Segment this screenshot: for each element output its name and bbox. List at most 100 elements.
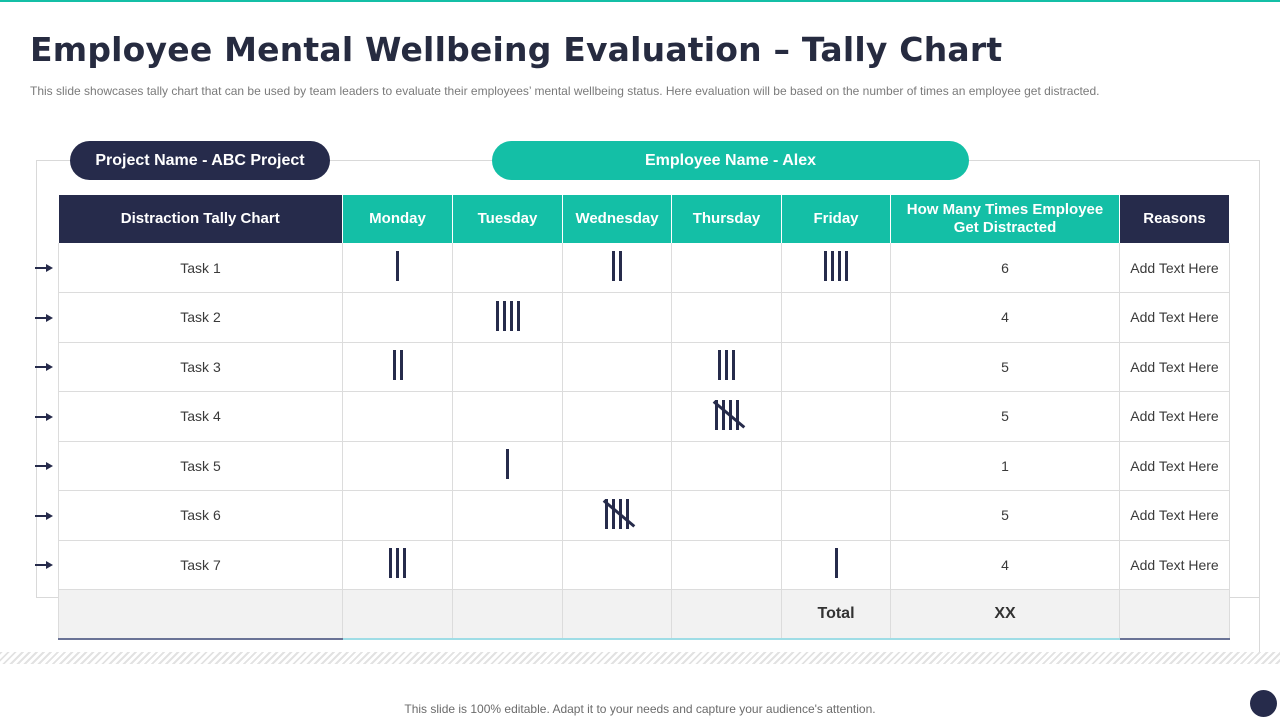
table-row: Task 6 5 Add Text Here [58,490,1230,541]
tally-mark-icon [824,251,848,281]
tally-cell-monday [342,342,453,392]
tally-stroke [735,399,739,430]
tally-stroke [396,251,399,281]
tally-cell-monday [342,391,453,442]
arrow-right-icon [35,560,53,570]
tally-cell-thursday [671,391,782,442]
tally-cell-friday [781,342,891,392]
header-tuesday: Tuesday [452,195,563,243]
tally-cell-monday [342,441,453,491]
tally-cell-wednesday [562,243,672,293]
reason-text: Add Text Here [1119,540,1230,590]
tally-cell-thursday [671,441,782,491]
total-cell-empty [671,589,782,640]
tally-cell-wednesday [562,540,672,590]
tally-cell-friday [781,441,891,491]
header-distraction-count: How Many Times Employee Get Distracted [890,195,1120,243]
arrow-right-icon [35,263,53,273]
tally-cell-wednesday [562,342,672,392]
page-title: Employee Mental Wellbeing Evaluation – T… [30,30,1003,69]
distraction-count: 4 [890,292,1120,343]
tally-stroke [605,498,608,529]
tally-cell-tuesday [452,490,563,541]
task-label: Task 4 [58,391,343,442]
tally-cell-wednesday [562,391,672,442]
tally-mark-icon [506,449,509,480]
employee-name-pill: Employee Name - Alex [492,141,969,180]
total-cell-empty [342,589,453,640]
arrow-right-icon [35,511,53,521]
total-cell-empty [1119,589,1230,640]
reason-text: Add Text Here [1119,441,1230,491]
table-row: Task 7 4 Add Text Here [58,540,1230,590]
reason-text: Add Text Here [1119,243,1230,293]
tally-stroke [396,548,399,579]
tally-cell-tuesday [452,441,563,491]
hatched-divider [0,652,1280,664]
task-label: Task 2 [58,292,343,343]
table-row: Task 5 1 Add Text Here [58,441,1230,491]
tally-mark-icon [712,399,745,430]
tally-stroke [714,399,718,430]
header-friday: Friday [781,195,891,243]
tally-cell-tuesday [452,540,563,590]
tally-cell-friday [781,540,891,590]
table-row: Task 4 5 Add Text Here [58,391,1230,442]
table-header-row: Distraction Tally Chart Monday Tuesday W… [58,195,1230,243]
tally-mark-icon [396,251,399,281]
tally-cell-thursday [671,490,782,541]
tally-stroke [495,300,499,331]
footer-note: This slide is 100% editable. Adapt it to… [404,702,876,716]
tally-cell-thursday [671,243,782,293]
tally-stroke [506,449,509,480]
reason-text: Add Text Here [1119,391,1230,442]
tally-mark-icon [718,350,735,381]
table-row: Task 3 5 Add Text Here [58,342,1230,392]
header-wednesday: Wednesday [562,195,672,243]
tally-mark-icon [495,300,520,331]
tally-cell-friday [781,490,891,541]
tally-stroke [824,251,827,281]
arrow-right-icon [35,362,53,372]
tally-stroke [838,251,841,281]
tally-mark-icon [392,350,403,381]
top-accent-line [0,0,1280,2]
tally-stroke [516,300,520,331]
tally-cell-tuesday [452,342,563,392]
tally-table: Distraction Tally Chart Monday Tuesday W… [58,195,1230,640]
tally-stroke [509,300,513,331]
reason-text: Add Text Here [1119,292,1230,343]
tally-stroke [718,350,721,381]
tally-stroke [834,548,838,579]
tally-cell-friday [781,243,891,293]
tally-stroke [626,498,629,529]
table-row: Task 1 6 Add Text Here [58,243,1230,293]
tally-cell-thursday [671,342,782,392]
tally-cell-tuesday [452,292,563,343]
distraction-count: 4 [890,540,1120,590]
tally-cell-monday [342,243,453,293]
tally-mark-icon [834,548,838,579]
tally-cell-wednesday [562,490,672,541]
header-monday: Monday [342,195,453,243]
task-label: Task 1 [58,243,343,293]
tally-cell-thursday [671,540,782,590]
tally-stroke [619,251,622,281]
tally-cell-monday [342,540,453,590]
total-label: Total [781,589,891,640]
tally-stroke [725,350,728,381]
total-cell-empty [58,589,343,640]
table-frame-right-edge [1259,160,1260,654]
arrow-right-icon [35,313,53,323]
task-label: Task 5 [58,441,343,491]
tally-cell-wednesday [562,292,672,343]
tally-stroke [732,350,735,381]
reason-text: Add Text Here [1119,342,1230,392]
tally-cell-monday [342,490,453,541]
header-thursday: Thursday [671,195,782,243]
total-value: XX [890,589,1120,640]
tally-cell-tuesday [452,391,563,442]
tally-stroke [502,300,506,331]
navigation-dot-icon[interactable] [1250,690,1277,717]
tally-cell-friday [781,292,891,343]
